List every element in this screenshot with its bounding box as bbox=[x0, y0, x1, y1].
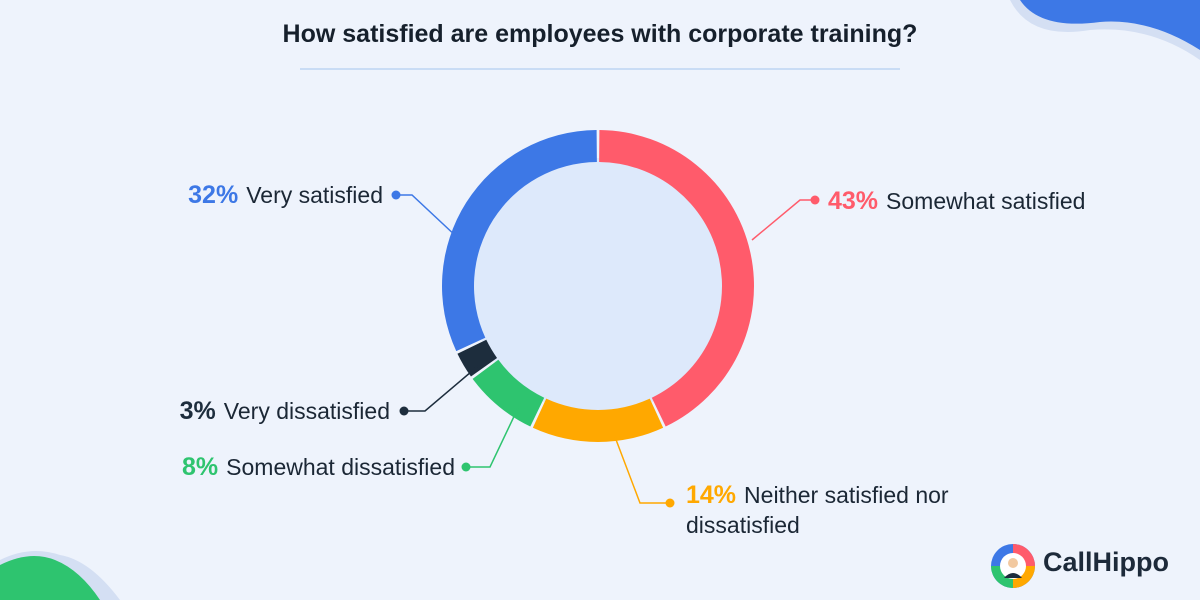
leader-line bbox=[614, 436, 670, 504]
leader-line bbox=[466, 407, 519, 468]
data-label: 43% Somewhat satisfied bbox=[828, 186, 1158, 216]
leader-line bbox=[396, 194, 459, 239]
donut-segment bbox=[472, 359, 545, 427]
data-label: 8% Somewhat dissatisfied bbox=[182, 452, 455, 482]
leader-dot bbox=[665, 498, 675, 508]
leader-dot bbox=[391, 190, 401, 200]
donut-segment bbox=[532, 398, 664, 442]
category-label: Somewhat satisfied bbox=[886, 188, 1086, 214]
decor-blob bbox=[1020, 0, 1200, 50]
decor-blob bbox=[0, 556, 100, 600]
value-label: 43% bbox=[828, 187, 879, 215]
logo-icon bbox=[991, 544, 1035, 588]
leader-line bbox=[404, 365, 479, 412]
value-label: 14% bbox=[686, 481, 737, 509]
brand-name: CallHippo bbox=[1043, 547, 1169, 577]
data-label: 32% Very satisfied bbox=[188, 180, 383, 210]
donut-segment bbox=[599, 130, 754, 427]
category-label: Very dissatisfied bbox=[223, 398, 390, 424]
chart-title: How satisfied are employees with corpora… bbox=[282, 20, 918, 48]
leader-line bbox=[751, 199, 815, 241]
leader-dot bbox=[461, 462, 471, 472]
category-label: Somewhat dissatisfied bbox=[226, 454, 455, 480]
donut-segment bbox=[457, 339, 498, 377]
data-label: 14% Neither satisfied nor dissatisfied bbox=[686, 480, 956, 540]
leader-dot bbox=[810, 195, 820, 205]
donut-segment bbox=[441, 130, 597, 352]
value-label: 32% bbox=[188, 181, 239, 209]
category-label: Neither satisfied nor dissatisfied bbox=[686, 482, 949, 538]
value-label: 8% bbox=[182, 453, 219, 481]
data-label: 3% Very dissatisfied bbox=[180, 396, 390, 426]
donut-hole bbox=[470, 158, 726, 414]
category-label: Very satisfied bbox=[246, 182, 383, 208]
value-label: 3% bbox=[179, 397, 216, 425]
leader-dot bbox=[399, 406, 409, 416]
